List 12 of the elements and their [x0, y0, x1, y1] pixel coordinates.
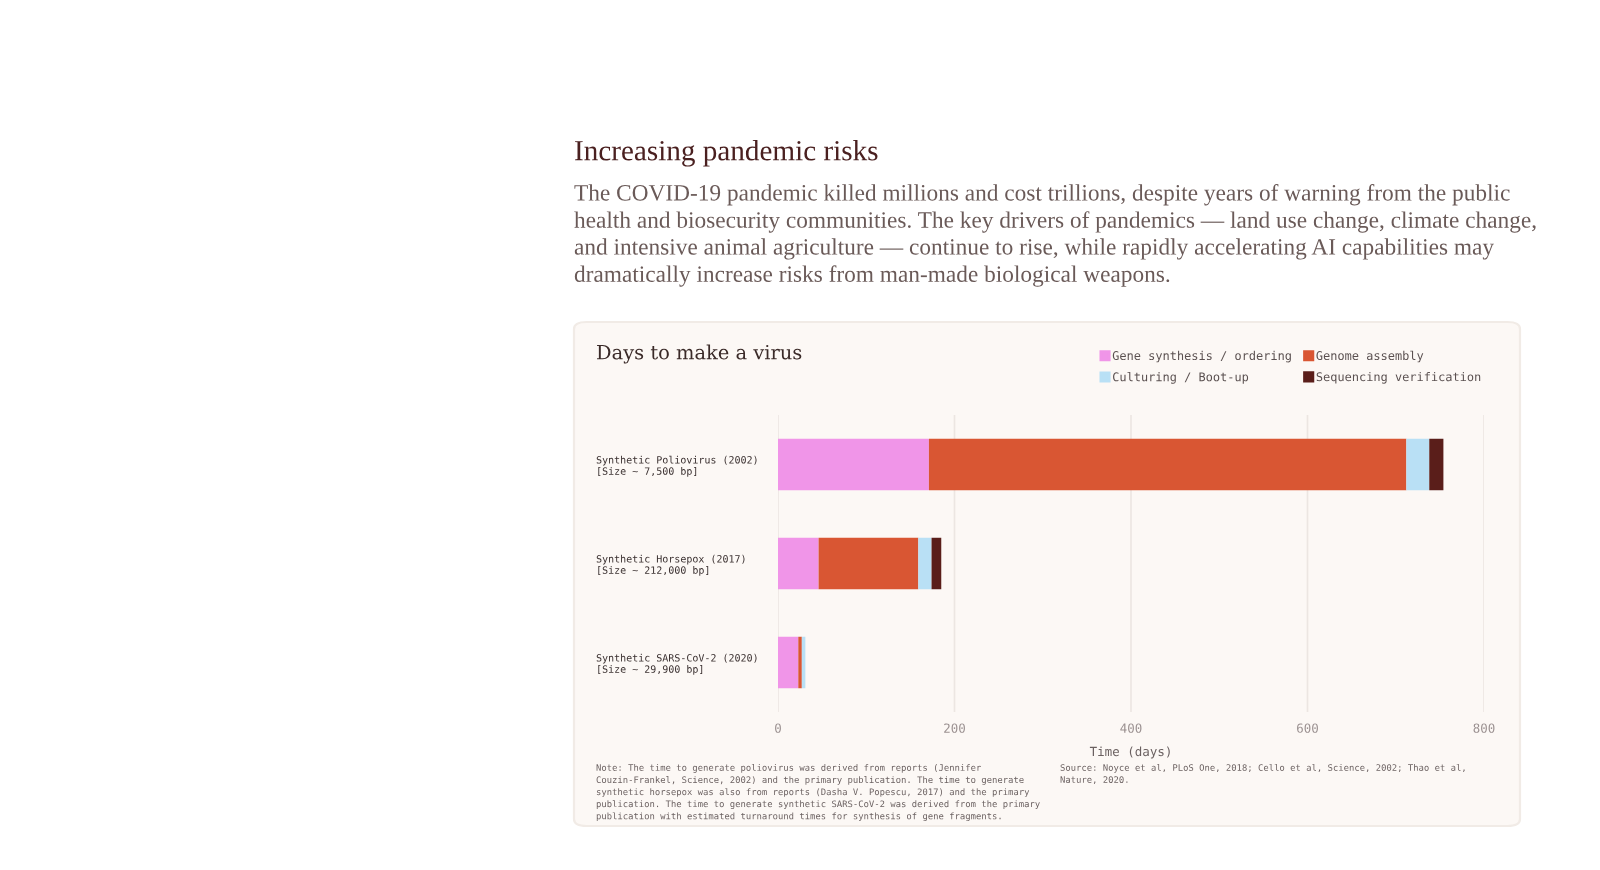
bar: [918, 537, 932, 590]
bar: [1406, 438, 1430, 491]
chart-title: Days to make a virus: [597, 344, 802, 364]
bar: [928, 438, 1407, 491]
bar: [778, 636, 799, 689]
text: The COVID-19 pandemic killed millions and cost trillions, despite years of warning from the public health and biosecurity communities. The key drivers of pandemics — land use change, climate change, and intensive animal agriculture — continue to rise, while rapidly accelerating AI capabilities may dramatically increase risks from man-made biological weapons.: [574, 184, 1536, 287]
bar: [1429, 438, 1444, 491]
bar: [818, 537, 919, 590]
bar: [778, 438, 929, 491]
text: Increasing pandemic risks: [575, 140, 878, 167]
bar: [931, 537, 942, 590]
bar: [778, 537, 819, 590]
